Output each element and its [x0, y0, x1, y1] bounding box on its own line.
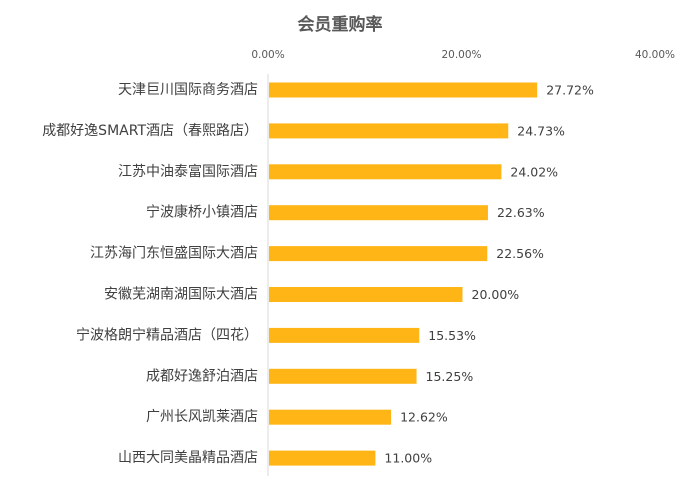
data-label: 27.72%: [546, 83, 594, 98]
data-labels: 27.72% 24.73% 24.02% 22.63% 22.56% 20.00% 15.5…: [384, 83, 594, 466]
data-label: 11.00%: [384, 451, 432, 466]
data-label: 24.73%: [517, 123, 565, 138]
category-label: 天津巨川国际商务酒店: [118, 82, 258, 98]
category-label: 山西大同美晶精品酒店: [118, 450, 258, 466]
chart-title: 会员重购率: [298, 14, 383, 35]
category-label: 宁波康桥小镇酒店: [146, 204, 258, 221]
category-label: 成都好逸SMART酒店（春熙路店）: [42, 123, 258, 139]
bar: [269, 450, 376, 466]
category-label: 江苏中油泰富国际酒店: [118, 163, 258, 180]
category-label: 成都好逸舒泊酒店: [146, 368, 258, 384]
data-label: 24.02%: [510, 164, 558, 179]
x-tick-label: 40.00%: [635, 49, 675, 61]
data-label: 20.00%: [472, 287, 520, 302]
category-label: 江苏海门东恒盛国际大酒店: [90, 246, 258, 262]
bar: [269, 123, 509, 139]
bar: [269, 164, 502, 180]
category-label: 安徽芜湖南湖国际大酒店: [104, 286, 258, 303]
bar: [269, 287, 463, 302]
bar: [269, 327, 420, 343]
x-tick-label: 20.00%: [441, 49, 481, 61]
bars: [269, 82, 538, 466]
bar: [269, 368, 417, 384]
data-label: 22.56%: [496, 246, 544, 261]
data-label: 22.63%: [497, 205, 545, 220]
category-label: 广州长风凯莱酒店: [146, 409, 258, 425]
bar: [269, 205, 488, 221]
data-label: 15.53%: [428, 328, 476, 343]
data-label: 15.25%: [426, 369, 474, 384]
bar: [269, 246, 488, 262]
category-label: 宁波格朗宁精品酒店（四花）: [76, 326, 258, 343]
x-axis-ticks: 0.00% 20.00% 40.00%: [251, 49, 675, 61]
x-tick-label: 0.00%: [251, 49, 284, 61]
data-label: 12.62%: [400, 410, 448, 425]
bar: [269, 409, 392, 425]
bar: [269, 82, 538, 98]
